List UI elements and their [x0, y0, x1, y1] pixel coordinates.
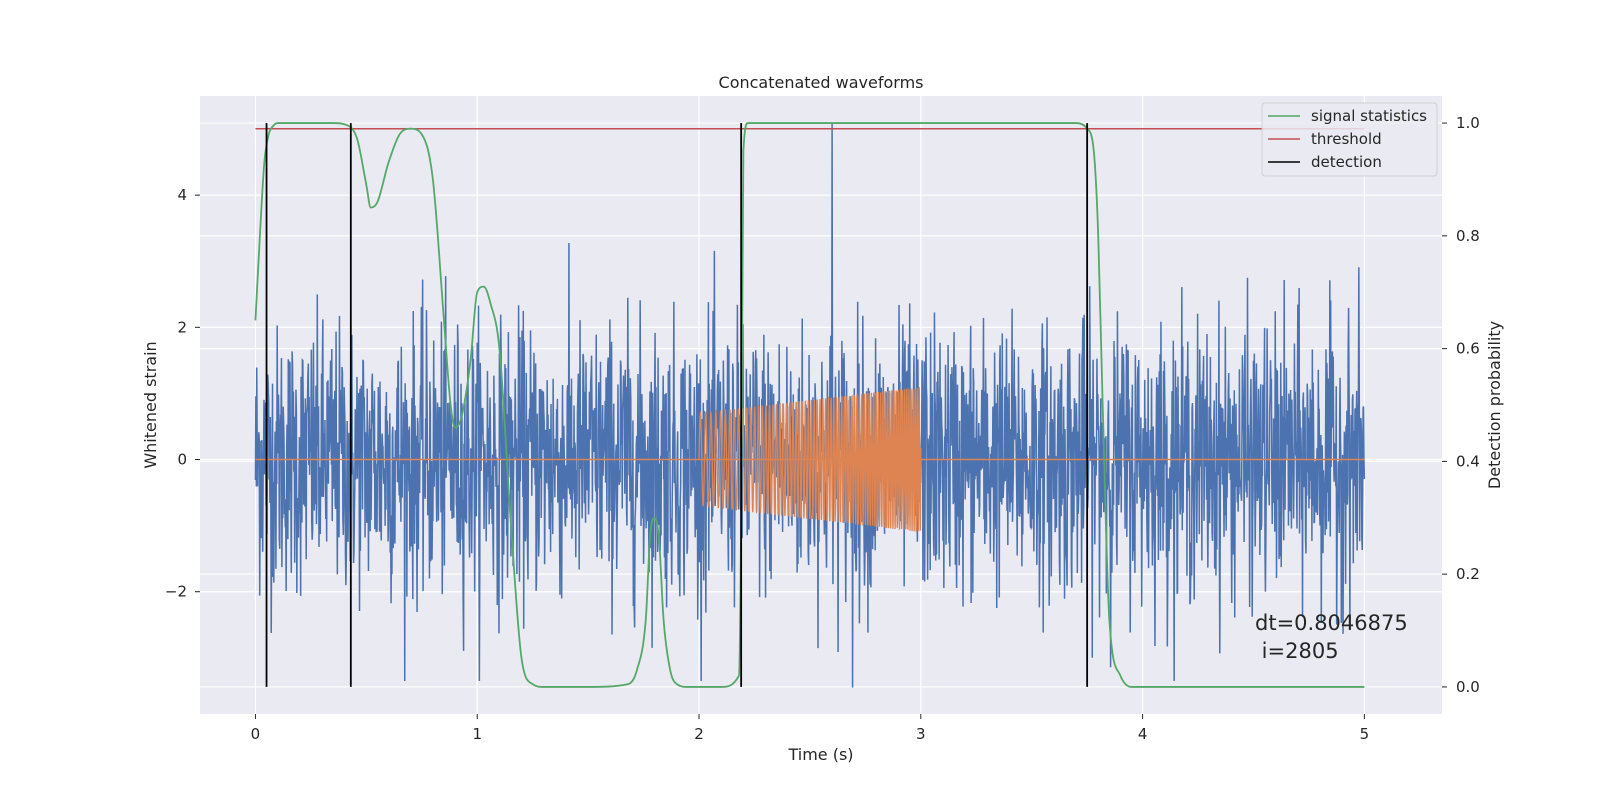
detection-lines — [265, 123, 1089, 687]
x-tick-label-3: 3 — [916, 725, 926, 743]
legend-label-threshold: threshold — [1311, 130, 1382, 148]
legend-label-detection: detection — [1311, 153, 1382, 171]
x-tick-label-1: 1 — [472, 725, 482, 743]
y-right-tick-label-5: 1.0 — [1456, 114, 1480, 132]
waveform-chirp — [698, 387, 922, 532]
x-axis-label: Time (s) — [787, 745, 853, 764]
chart-title: Concatenated waveforms — [719, 73, 924, 92]
x-tick-label-5: 5 — [1360, 725, 1370, 743]
annotation: dt=0.8046875 i=2805 — [1255, 611, 1408, 663]
y-right-tick-label-2: 0.4 — [1456, 452, 1480, 470]
legend-label-signal-statistics: signal statistics — [1311, 107, 1427, 125]
legend-box — [1261, 102, 1438, 177]
y-right-tick-label-3: 0.6 — [1456, 340, 1480, 358]
y-left-tick-label-0: −2 — [165, 583, 187, 601]
x-tick-label-4: 4 — [1138, 725, 1148, 743]
y-left-tick-label-1: 0 — [177, 451, 187, 469]
signal-statistics-series — [254, 122, 1365, 688]
signal-statistics-line — [254, 122, 1365, 688]
y-left-tick-label-2: 2 — [177, 318, 187, 336]
annotation-dt: dt=0.8046875 — [1255, 611, 1408, 635]
x-tick-label-2: 2 — [694, 725, 704, 743]
y-axis-label-left: Whitened strain — [141, 341, 160, 468]
y-axis-label-right: Detection probability — [1485, 321, 1504, 489]
legend: signal statistics threshold detection — [1261, 102, 1438, 177]
y-right-tick-label-4: 0.8 — [1456, 227, 1480, 245]
waveform-series — [255, 387, 1365, 532]
y-right-tick-label-0: 0.0 — [1456, 678, 1480, 696]
axis-ticks: 0 1 2 3 4 5 −2 0 2 4 0.0 0.2 0.4 0.6 0.8 1.0 — [165, 114, 1480, 743]
y-right-tick-label-1: 0.2 — [1456, 565, 1480, 583]
y-left-tick-label-3: 4 — [177, 186, 187, 204]
annotation-i: i=2805 — [1255, 639, 1339, 663]
x-tick-label-0: 0 — [251, 725, 261, 743]
